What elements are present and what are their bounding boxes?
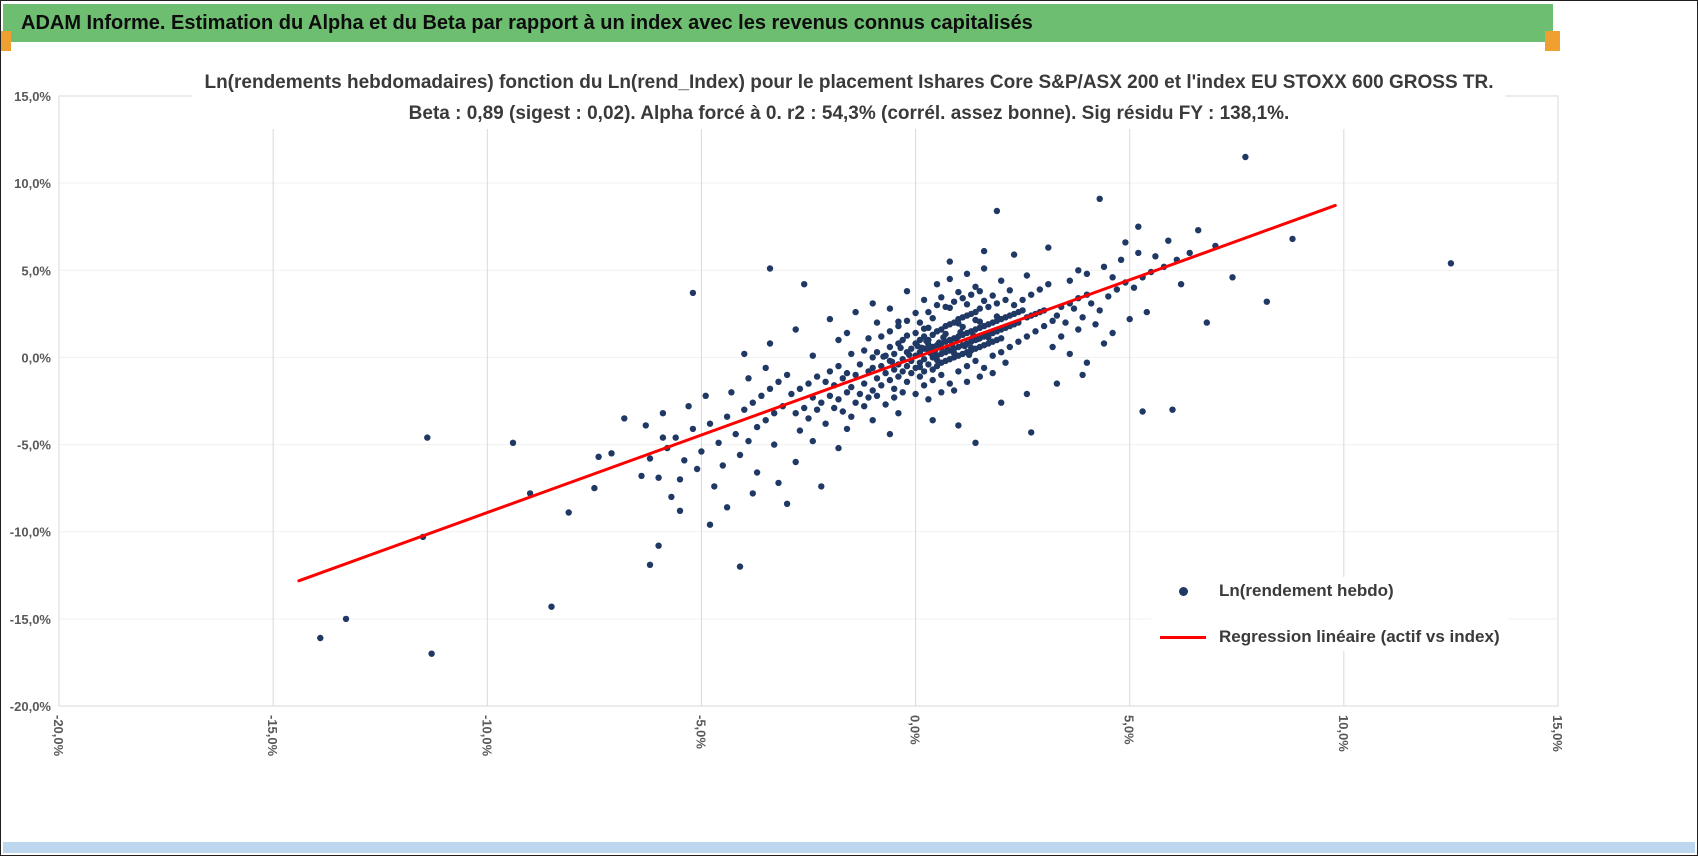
svg-text:0,0%: 0,0% (21, 350, 51, 365)
report-title: ADAM Informe. Estimation du Alpha et du … (21, 11, 1033, 34)
svg-text:5,0%: 5,0% (1122, 715, 1137, 745)
accent-left (1, 31, 11, 51)
legend-marker-scatter (1159, 586, 1207, 596)
scatter-point-icon (1178, 586, 1188, 596)
svg-text:-5,0%: -5,0% (693, 715, 708, 749)
svg-text:-15,0%: -15,0% (265, 715, 280, 757)
svg-text:-20,0%: -20,0% (51, 715, 66, 757)
svg-text:5,0%: 5,0% (21, 263, 51, 278)
legend-entry-regression[interactable]: Regression linéaire (actif vs index) (1159, 627, 1500, 647)
report-header: ADAM Informe. Estimation du Alpha et du … (3, 4, 1553, 42)
svg-text:-10,0%: -10,0% (479, 715, 494, 757)
legend-label-regression: Regression linéaire (actif vs index) (1219, 627, 1500, 646)
svg-text:10,0%: 10,0% (1336, 715, 1351, 752)
legend-entry-scatter[interactable]: Ln(rendement hebdo) (1159, 581, 1500, 601)
svg-text:-5,0%: -5,0% (17, 438, 51, 453)
chart-title-line1: Ln(rendements hebdomadaires) fonction du… (204, 72, 1494, 93)
regression-line-icon (1160, 635, 1206, 639)
svg-text:10,0%: 10,0% (14, 176, 51, 191)
svg-text:-10,0%: -10,0% (10, 525, 52, 540)
svg-text:-15,0%: -15,0% (10, 612, 52, 627)
legend-label-scatter: Ln(rendement hebdo) (1219, 581, 1394, 600)
svg-text:15,0%: 15,0% (1550, 715, 1565, 752)
svg-text:-20,0%: -20,0% (10, 699, 52, 714)
chart-legend: Ln(rendement hebdo) Regression linéaire … (1151, 577, 1508, 651)
chart-title-line2: Beta : 0,89 (sigest : 0,02). Alpha forcé… (408, 103, 1290, 124)
svg-text:15,0%: 15,0% (14, 89, 51, 104)
svg-text:0,0%: 0,0% (908, 715, 923, 745)
accent-right (1545, 31, 1560, 51)
bottom-scrollbar[interactable] (3, 842, 1695, 853)
legend-marker-regression (1159, 635, 1207, 639)
chart-title: Ln(rendements hebdomadaires) fonction du… (192, 67, 1506, 129)
